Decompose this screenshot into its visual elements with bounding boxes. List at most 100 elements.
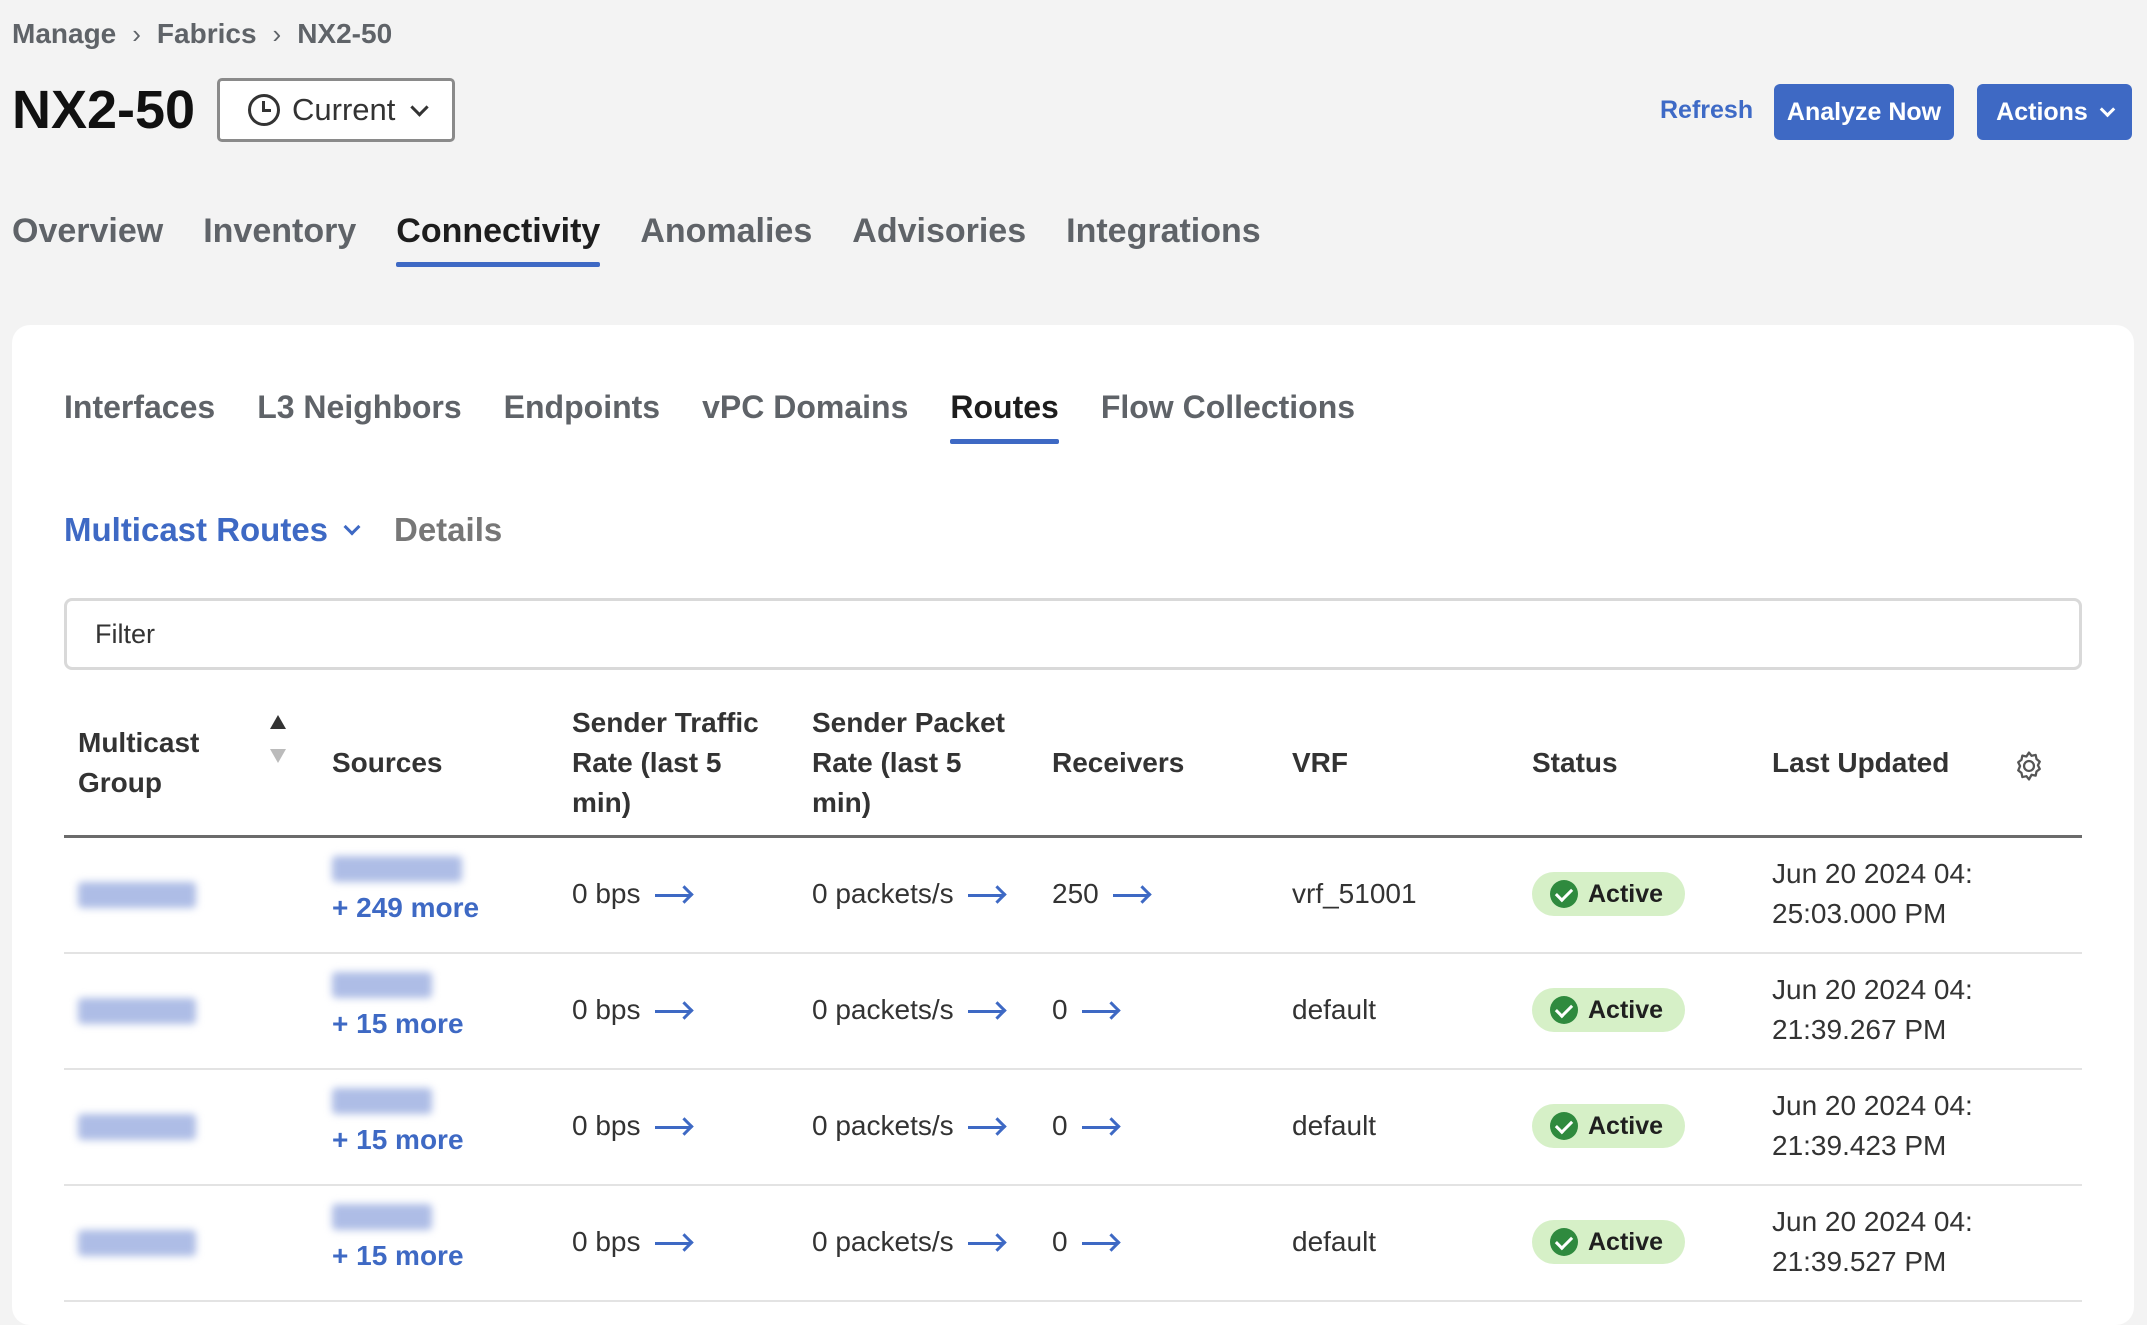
arrow-right-icon bbox=[967, 1010, 1004, 1014]
multicast-group-redacted[interactable] bbox=[78, 1230, 196, 1256]
arrow-right-icon bbox=[1081, 1242, 1118, 1246]
sender-packet-cell[interactable]: 0 packets/s bbox=[812, 1226, 1004, 1258]
sender-traffic-value: 0 bps bbox=[572, 1226, 641, 1257]
tab-anomalies[interactable]: Anomalies bbox=[640, 212, 813, 250]
vrf-value: default bbox=[1292, 1226, 1377, 1257]
receivers-value: 0 bbox=[1052, 994, 1068, 1025]
sender-packet-value: 0 packets/s bbox=[812, 1226, 954, 1257]
table-row[interactable]: + 249 more 0 bps 0 packets/s 250 vrf_510… bbox=[64, 838, 2082, 954]
last-updated-value: Jun 20 2024 04: 25:03.000 PM bbox=[1772, 854, 1973, 934]
sources-more-link[interactable]: + 15 more bbox=[332, 1008, 464, 1039]
details-link[interactable]: Details bbox=[394, 511, 503, 548]
multicast-routes-table: Multicast Group Sources Sender Traffic R… bbox=[64, 695, 2082, 1302]
status-label: Active bbox=[1588, 879, 1664, 908]
breadcrumb-current: NX2-50 bbox=[297, 18, 393, 49]
source-redacted[interactable] bbox=[332, 856, 462, 882]
receivers-cell[interactable]: 0 bbox=[1052, 994, 1118, 1026]
subtab-vpc-domains[interactable]: vPC Domains bbox=[702, 389, 909, 425]
status-badge: Active bbox=[1532, 1104, 1686, 1148]
source-redacted[interactable] bbox=[332, 1204, 432, 1230]
sender-traffic-value: 0 bps bbox=[572, 994, 641, 1025]
routes-card: Interfaces L3 Neighbors Endpoints vPC Do… bbox=[12, 325, 2134, 1325]
chevron-down-icon bbox=[410, 97, 430, 117]
col-label: Sender Traffic bbox=[572, 707, 759, 738]
multicast-group-redacted[interactable] bbox=[78, 1114, 196, 1140]
arrow-right-icon bbox=[654, 1242, 691, 1246]
receivers-value: 0 bbox=[1052, 1110, 1068, 1141]
sources-more-link[interactable]: + 15 more bbox=[332, 1124, 464, 1155]
last-updated-line: Jun 20 2024 04: bbox=[1772, 974, 1973, 1005]
arrow-right-icon bbox=[1081, 1010, 1118, 1014]
analyze-now-label: Analyze Now bbox=[1786, 97, 1942, 126]
subtab-endpoints[interactable]: Endpoints bbox=[503, 389, 661, 425]
filter-input[interactable]: Filter bbox=[64, 598, 2082, 670]
tab-inventory[interactable]: Inventory bbox=[203, 212, 357, 250]
multicast-group-redacted[interactable] bbox=[78, 882, 196, 908]
arrow-right-icon bbox=[967, 1126, 1004, 1130]
arrow-right-icon bbox=[654, 1010, 691, 1014]
sender-traffic-cell[interactable]: 0 bps bbox=[572, 994, 691, 1026]
sender-packet-cell[interactable]: 0 packets/s bbox=[812, 1110, 1004, 1142]
sources-more-link[interactable]: + 249 more bbox=[332, 892, 480, 923]
route-type-select[interactable]: Multicast Routes bbox=[64, 511, 361, 549]
col-receivers[interactable]: Receivers bbox=[1052, 747, 1185, 778]
last-updated-line: 21:39.527 PM bbox=[1772, 1246, 1947, 1277]
actions-button[interactable]: Actions bbox=[1977, 84, 2132, 140]
sender-traffic-cell[interactable]: 0 bps bbox=[572, 1110, 691, 1142]
vrf-value: default bbox=[1292, 994, 1377, 1025]
sub-tabs: Interfaces L3 Neighbors Endpoints vPC Do… bbox=[64, 389, 1355, 444]
col-label: Rate (last 5 bbox=[812, 747, 962, 778]
col-vrf[interactable]: VRF bbox=[1292, 747, 1348, 778]
analyze-now-button[interactable]: Analyze Now bbox=[1774, 84, 1954, 140]
sources-cell: + 15 more bbox=[332, 1088, 464, 1156]
multicast-group-redacted[interactable] bbox=[78, 998, 196, 1024]
col-sender-traffic-rate[interactable]: Sender Traffic Rate (last 5 min) bbox=[572, 703, 759, 823]
sender-traffic-cell[interactable]: 0 bps bbox=[572, 878, 691, 910]
col-label: Rate (last 5 bbox=[572, 747, 722, 778]
subtab-routes[interactable]: Routes bbox=[950, 389, 1060, 444]
sender-traffic-cell[interactable]: 0 bps bbox=[572, 1226, 691, 1258]
source-redacted[interactable] bbox=[332, 1088, 432, 1114]
tab-connectivity[interactable]: Connectivity bbox=[396, 212, 601, 267]
breadcrumb-fabrics[interactable]: Fabrics bbox=[156, 18, 257, 49]
col-last-updated[interactable]: Last Updated bbox=[1772, 747, 1950, 778]
table-row[interactable]: + 15 more 0 bps 0 packets/s 0 default Ac… bbox=[64, 1070, 2082, 1186]
clock-icon bbox=[248, 94, 280, 126]
sort-icon[interactable] bbox=[270, 715, 286, 763]
refresh-link[interactable]: Refresh bbox=[1660, 96, 1754, 124]
receivers-cell[interactable]: 0 bbox=[1052, 1110, 1118, 1142]
last-updated-line: 21:39.423 PM bbox=[1772, 1130, 1947, 1161]
table-row[interactable]: + 15 more 0 bps 0 packets/s 0 default Ac… bbox=[64, 954, 2082, 1070]
chevron-down-icon bbox=[343, 518, 361, 536]
arrow-right-icon bbox=[1112, 894, 1149, 898]
sender-packet-cell[interactable]: 0 packets/s bbox=[812, 994, 1004, 1026]
breadcrumb-manage[interactable]: Manage bbox=[12, 18, 117, 49]
receivers-cell[interactable]: 0 bbox=[1052, 1226, 1118, 1258]
subtab-l3-neighbors[interactable]: L3 Neighbors bbox=[257, 389, 462, 425]
tab-overview[interactable]: Overview bbox=[12, 212, 164, 250]
main-tabs: Overview Inventory Connectivity Anomalie… bbox=[12, 212, 1261, 267]
status-label: Active bbox=[1588, 1227, 1664, 1256]
check-circle-icon bbox=[1550, 880, 1578, 908]
last-updated-line: 21:39.267 PM bbox=[1772, 1014, 1947, 1045]
col-status[interactable]: Status bbox=[1532, 747, 1618, 778]
arrow-right-icon bbox=[967, 1242, 1004, 1246]
receivers-cell[interactable]: 250 bbox=[1052, 878, 1149, 910]
gear-icon[interactable] bbox=[2012, 749, 2046, 783]
chevron-down-icon bbox=[2099, 101, 2116, 117]
source-redacted[interactable] bbox=[332, 972, 432, 998]
tab-advisories[interactable]: Advisories bbox=[852, 212, 1027, 250]
col-sources[interactable]: Sources bbox=[332, 747, 443, 778]
subtab-interfaces[interactable]: Interfaces bbox=[64, 389, 216, 425]
col-label: Group bbox=[78, 767, 162, 798]
sender-packet-cell[interactable]: 0 packets/s bbox=[812, 878, 1004, 910]
table-row[interactable]: + 15 more 0 bps 0 packets/s 0 default Ac… bbox=[64, 1186, 2082, 1302]
col-label: Sender Packet bbox=[812, 707, 1005, 738]
sender-traffic-value: 0 bps bbox=[572, 878, 641, 909]
sources-more-link[interactable]: + 15 more bbox=[332, 1240, 464, 1271]
subtab-flow-collections[interactable]: Flow Collections bbox=[1100, 389, 1356, 425]
time-range-select[interactable]: Current bbox=[217, 78, 455, 142]
col-multicast-group[interactable]: Multicast Group bbox=[78, 723, 199, 803]
col-sender-packet-rate[interactable]: Sender Packet Rate (last 5 min) bbox=[812, 703, 1005, 823]
tab-integrations[interactable]: Integrations bbox=[1066, 212, 1261, 250]
